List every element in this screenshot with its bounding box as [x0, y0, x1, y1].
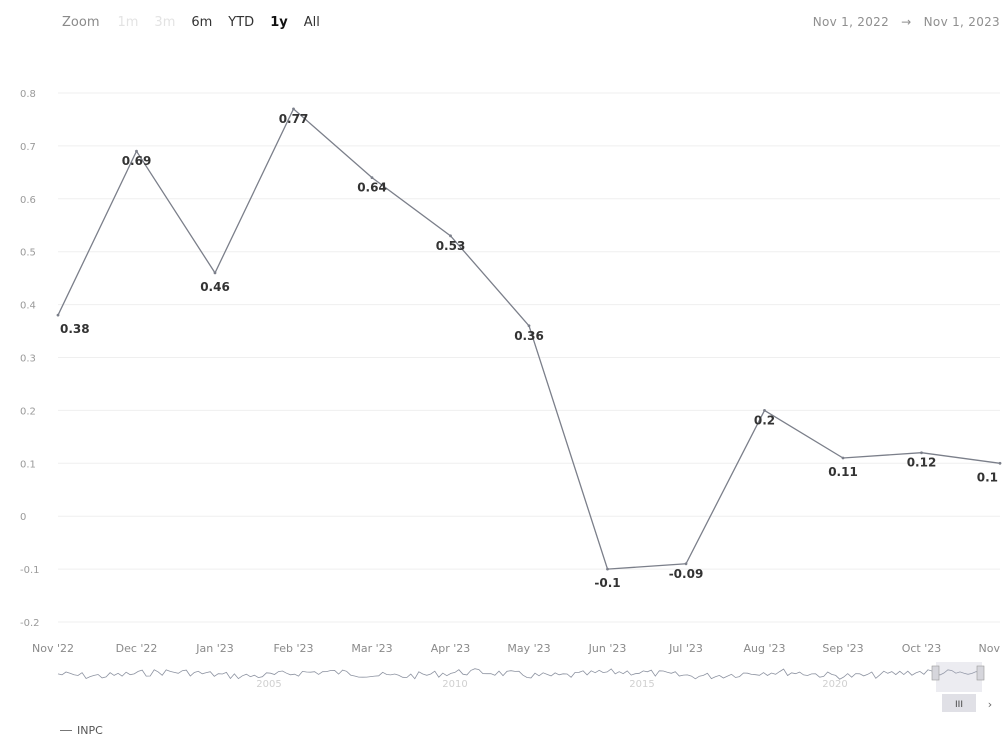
y-tick-label: 0.8 — [20, 89, 36, 100]
data-point — [998, 461, 1002, 465]
navigator-selection — [936, 662, 982, 692]
data-label: 0.53 — [436, 239, 466, 253]
data-point — [920, 451, 923, 455]
data-point — [606, 567, 609, 571]
x-tick-label: Apr '23 — [431, 642, 471, 655]
scrollbar-grip-icon: III — [955, 700, 963, 710]
x-tick-label: Jun '23 — [588, 642, 627, 655]
navigator-year-label: 2010 — [442, 679, 467, 690]
data-point — [841, 456, 845, 460]
y-tick-label: 0.5 — [20, 248, 36, 259]
navigator-year-label: 2015 — [629, 679, 654, 690]
data-point — [292, 107, 295, 111]
data-label: 0.69 — [122, 154, 152, 168]
data-label: -0.09 — [669, 567, 704, 581]
navigator-right-handle[interactable] — [976, 665, 985, 681]
y-axis: 0.8 0.7 0.6 0.5 0.4 0.3 0.2 0.1 0 -0.1 -0.2 — [20, 89, 40, 629]
data-label: 0.12 — [907, 456, 937, 470]
data-point — [763, 409, 766, 412]
navigator-left-handle[interactable] — [931, 665, 940, 681]
scrollbar-thumb[interactable] — [942, 694, 976, 712]
data-label: 0.2 — [754, 413, 775, 427]
x-tick-label: May '23 — [507, 642, 550, 655]
zoom-6m-button[interactable]: 6m — [191, 14, 213, 30]
x-tick-label: Jan '23 — [195, 642, 233, 655]
data-point — [370, 176, 374, 180]
y-tick-label: 0.7 — [20, 142, 36, 153]
date-range-display: Nov 1, 2022 → Nov 1, 2023 — [813, 15, 1000, 29]
zoom-3m-button[interactable]: 3m — [154, 14, 176, 30]
zoom-ytd-button[interactable]: YTD — [228, 14, 255, 30]
data-point — [527, 324, 531, 328]
x-tick-label: Oct '23 — [902, 642, 942, 655]
x-tick-label: Feb '23 — [274, 642, 314, 655]
range-selector: Zoom 1m 3m 6m YTD 1y All — [62, 12, 336, 32]
y-tick-label: -0.1 — [20, 565, 40, 576]
zoom-label: Zoom — [62, 14, 100, 30]
zoom-1y-button[interactable]: 1y — [270, 14, 288, 30]
data-label: 0.46 — [200, 280, 230, 294]
range-to-input[interactable]: Nov 1, 2023 — [923, 15, 1000, 29]
navigator[interactable]: 2005 2010 2015 2020 III › — [57, 662, 992, 712]
data-label: 0.11 — [828, 465, 858, 479]
x-tick-label: Mar '23 — [351, 642, 392, 655]
data-point — [684, 562, 688, 566]
data-points — [56, 107, 1002, 571]
x-tick-label: Dec '22 — [116, 642, 158, 655]
data-label: 0.36 — [514, 329, 544, 343]
y-tick-label: 0 — [20, 512, 26, 523]
navigator-year-label: 2020 — [822, 679, 847, 690]
scroll-right-arrow-icon[interactable]: › — [988, 698, 992, 711]
zoom-1m-button[interactable]: 1m — [117, 14, 139, 30]
y-tick-label: 0.1 — [20, 459, 36, 470]
x-tick-label: Aug '23 — [744, 642, 786, 655]
data-labels: 0.38 0.69 0.46 0.77 0.64 0.53 0.36 -0.1 -0.09 0.2… — [60, 112, 998, 590]
data-label: 0.1 — [977, 470, 998, 484]
y-tick-label: 0.2 — [20, 406, 36, 417]
y-tick-label: 0.6 — [20, 195, 36, 206]
x-tick-label: Nov — [979, 642, 1001, 655]
data-label: 0.38 — [60, 322, 90, 336]
zoom-all-button[interactable]: All — [303, 14, 320, 30]
x-axis: Nov '22 Dec '22 Jan '23 Feb '23 Mar '23 Apr '… — [32, 642, 1000, 655]
data-point — [135, 149, 138, 153]
x-tick-label: Jul '23 — [668, 642, 703, 655]
data-point — [56, 313, 60, 317]
y-tick-label: 0.4 — [20, 301, 36, 312]
y-tick-label: -0.2 — [20, 618, 40, 629]
data-label: 0.64 — [357, 181, 387, 195]
data-label: 0.77 — [279, 112, 309, 126]
legend-swatch — [60, 730, 72, 731]
navigator-year-label: 2005 — [256, 679, 281, 690]
legend-item-inpc: INPC — [77, 724, 103, 737]
data-point — [213, 271, 217, 275]
range-arrow-icon: → — [901, 15, 912, 29]
grid-lines — [58, 92, 1000, 623]
range-from-input[interactable]: Nov 1, 2022 — [812, 15, 890, 29]
y-tick-label: 0.3 — [20, 354, 36, 365]
x-tick-label: Nov '22 — [32, 642, 74, 655]
x-tick-label: Sep '23 — [822, 642, 863, 655]
data-point — [449, 234, 452, 238]
navigator-series — [57, 668, 981, 680]
data-label: -0.1 — [594, 576, 620, 590]
legend[interactable]: INPC — [60, 724, 103, 737]
